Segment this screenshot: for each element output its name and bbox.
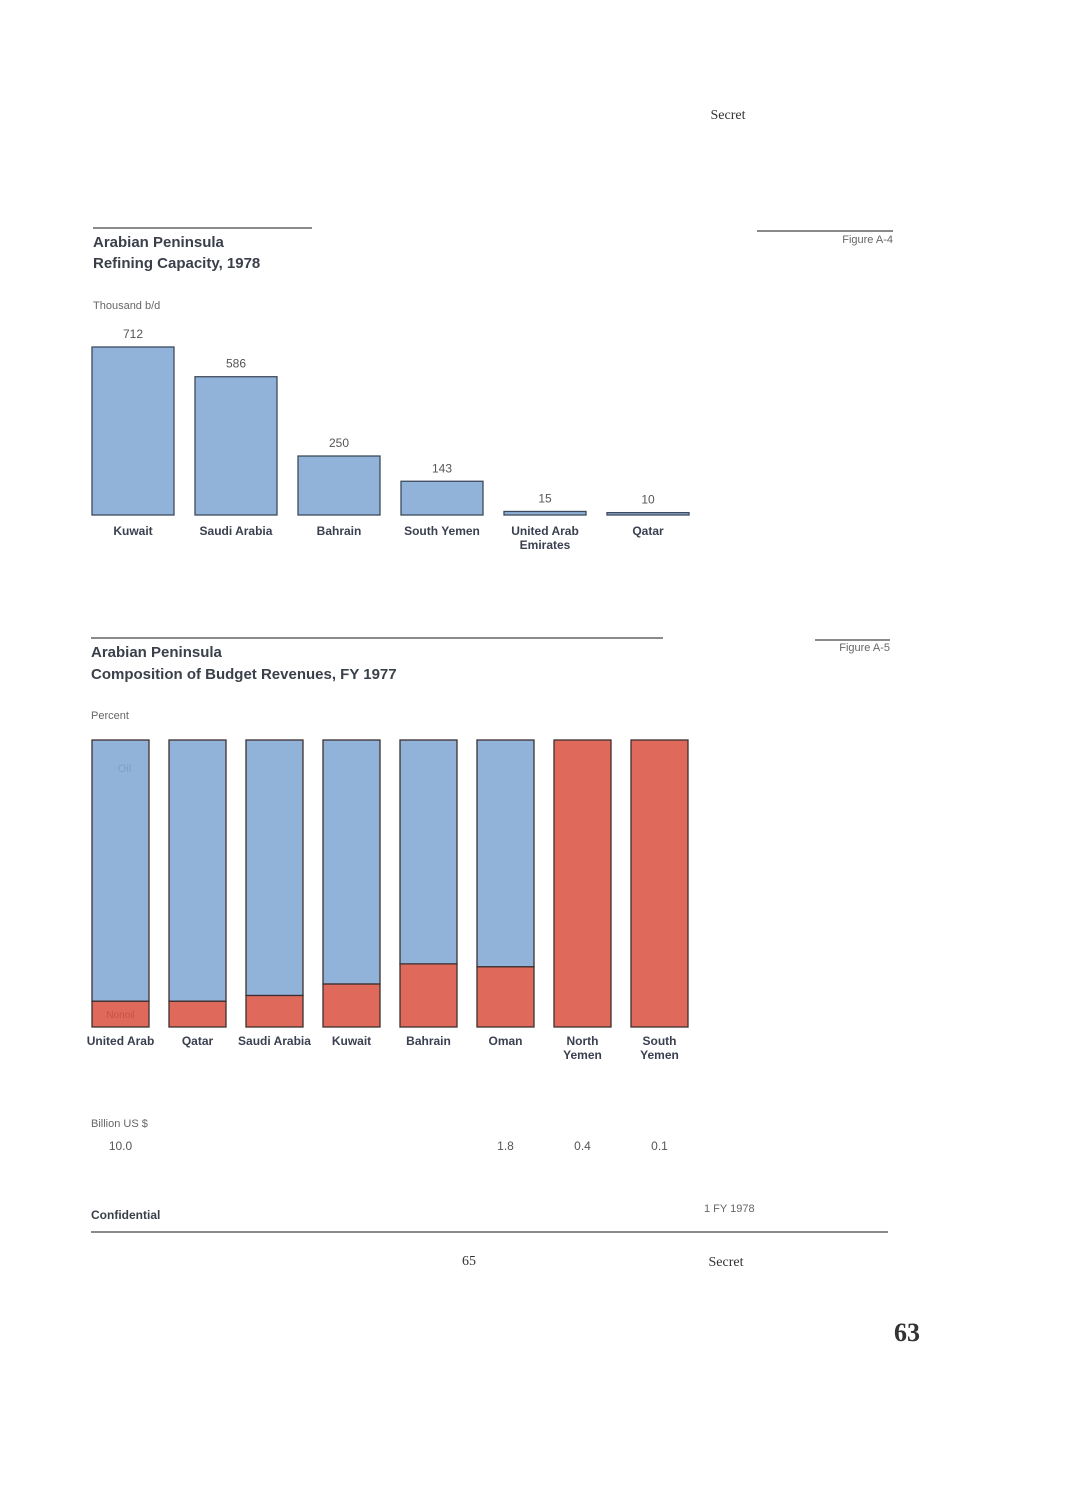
classification: Secret <box>711 108 746 123</box>
bar-segment <box>322 739 381 985</box>
x-tick-label: Oman <box>488 1034 523 1048</box>
x-tick-label: Saudi Arabia <box>199 524 273 538</box>
legend-label: Nonoil <box>106 1010 134 1021</box>
x-tick-label: North Yemen <box>563 1034 602 1062</box>
revenue-value: 0.1 <box>651 1139 668 1153</box>
bar-segment <box>476 739 535 968</box>
chart-title: Arabian Peninsula <box>93 234 225 251</box>
x-tick-label: South Yemen <box>640 1034 679 1062</box>
bar-segment <box>553 739 612 1028</box>
x-tick-label-text: Qatar <box>181 1034 214 1048</box>
data-label: 10 <box>641 493 655 507</box>
data-label: 712 <box>123 327 143 341</box>
data-label: 15 <box>538 491 552 505</box>
x-tick-label-text: Saudi Arabia <box>238 1034 311 1048</box>
bar <box>606 511 690 516</box>
x-tick-label-text: North Yemen <box>563 1034 602 1062</box>
bar-segment <box>91 739 150 1002</box>
x-tick-label: Qatar <box>632 524 664 538</box>
unit-label: Percent <box>91 710 129 722</box>
x-tick-label-text: Qatar <box>632 524 664 538</box>
unit-label: Thousand b/d <box>93 300 160 312</box>
revenue-value: 0.4 <box>574 1139 591 1153</box>
revenue-value: 10.0 <box>109 1139 133 1153</box>
page-number: 65 <box>462 1254 476 1269</box>
x-tick-label: South Yemen <box>404 524 480 538</box>
bar <box>91 346 175 516</box>
bar-segment <box>168 739 227 1002</box>
x-tick-label-text: Kuwait <box>113 524 153 538</box>
x-tick-label: Bahrain <box>406 1034 451 1048</box>
figure-label: Figure A-5 <box>839 642 890 654</box>
x-tick-label: Bahrain <box>316 524 362 538</box>
footnote: 1 FY 1978 <box>704 1203 755 1215</box>
folio: 63 <box>894 1318 920 1347</box>
x-tick-label-text: Bahrain <box>316 524 362 538</box>
x-tick-label: Qatar <box>181 1034 214 1048</box>
classification: Confidential <box>91 1208 160 1222</box>
bar <box>194 376 278 516</box>
x-tick-label-text: Oman <box>488 1034 523 1048</box>
x-tick-label-text: South Yemen <box>640 1034 679 1062</box>
figure-label: Figure A-4 <box>842 234 893 246</box>
bar-segment <box>630 739 689 1028</box>
x-tick-label-text: United Arab Emirates <box>511 524 579 552</box>
revenue-label: Billion US $ <box>91 1118 148 1130</box>
chart-subtitle: Composition of Budget Revenues, FY 1977 <box>91 666 397 683</box>
bar-segment <box>245 994 304 1028</box>
x-tick-label: Kuwait <box>113 524 153 538</box>
bar-segment <box>399 963 458 1028</box>
data-label: 250 <box>329 436 349 450</box>
x-tick-label: United Arab Emirates <box>511 524 579 552</box>
bar-segment <box>91 1000 150 1028</box>
x-tick-label-text: United Arab <box>86 1034 155 1048</box>
chart-subtitle: Refining Capacity, 1978 <box>93 255 260 272</box>
revenue-value: 1.8 <box>497 1139 514 1153</box>
x-tick-label: United Arab <box>86 1034 155 1048</box>
x-tick-label-text: Bahrain <box>406 1034 451 1048</box>
legend-label: Oil <box>118 763 131 775</box>
x-tick-label: Kuwait <box>331 1034 372 1048</box>
bar <box>297 455 381 516</box>
bar <box>400 480 484 516</box>
bar <box>503 510 587 516</box>
data-label: 143 <box>432 461 452 475</box>
classification: Secret <box>709 1255 744 1270</box>
bar-segment <box>399 739 458 965</box>
x-tick-label-text: Kuwait <box>331 1034 372 1048</box>
data-label: 586 <box>226 357 246 371</box>
bar-segment <box>322 983 381 1028</box>
bar-segment <box>245 739 304 997</box>
x-tick-label: Saudi Arabia <box>238 1034 311 1048</box>
x-tick-label-text: Saudi Arabia <box>199 524 273 538</box>
chart-title: Arabian Peninsula <box>91 644 223 661</box>
x-tick-label-text: South Yemen <box>404 524 480 538</box>
bar-segment <box>168 1000 227 1028</box>
bar-segment <box>476 966 535 1028</box>
